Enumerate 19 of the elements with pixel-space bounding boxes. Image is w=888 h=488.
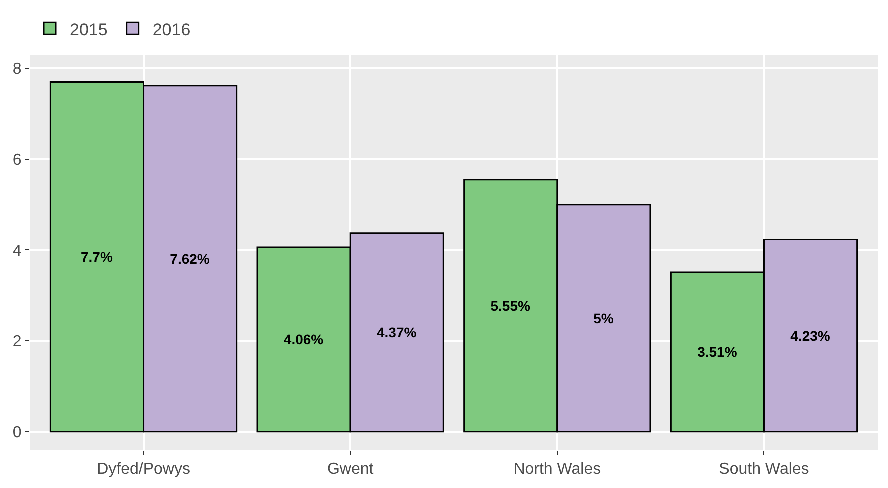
x-tick-label: Gwent [327,461,374,478]
x-tick-label: North Wales [514,461,602,478]
data-label: 5.55% [490,298,531,314]
y-tick-label: 6 [12,152,22,170]
data-label: 3.51% [698,344,738,360]
data-label: 4.06% [284,332,324,348]
legend-label: 2016 [152,20,191,40]
data-label: 5% [594,310,614,326]
x-tick-label: Dyfed/Powys [97,461,190,478]
x-tick-label: South Wales [719,461,810,478]
legend-label: 2015 [70,20,108,40]
y-tick-label: 4 [12,242,22,260]
data-label: 4.37% [377,324,418,341]
data-label: 7.7% [80,249,114,266]
y-tick-label: 0 [12,424,22,442]
y-tick-label: 8 [12,61,22,78]
data-label: 4.23% [790,328,831,344]
data-label: 7.62% [170,250,210,267]
y-tick-label: 2 [12,334,22,351]
